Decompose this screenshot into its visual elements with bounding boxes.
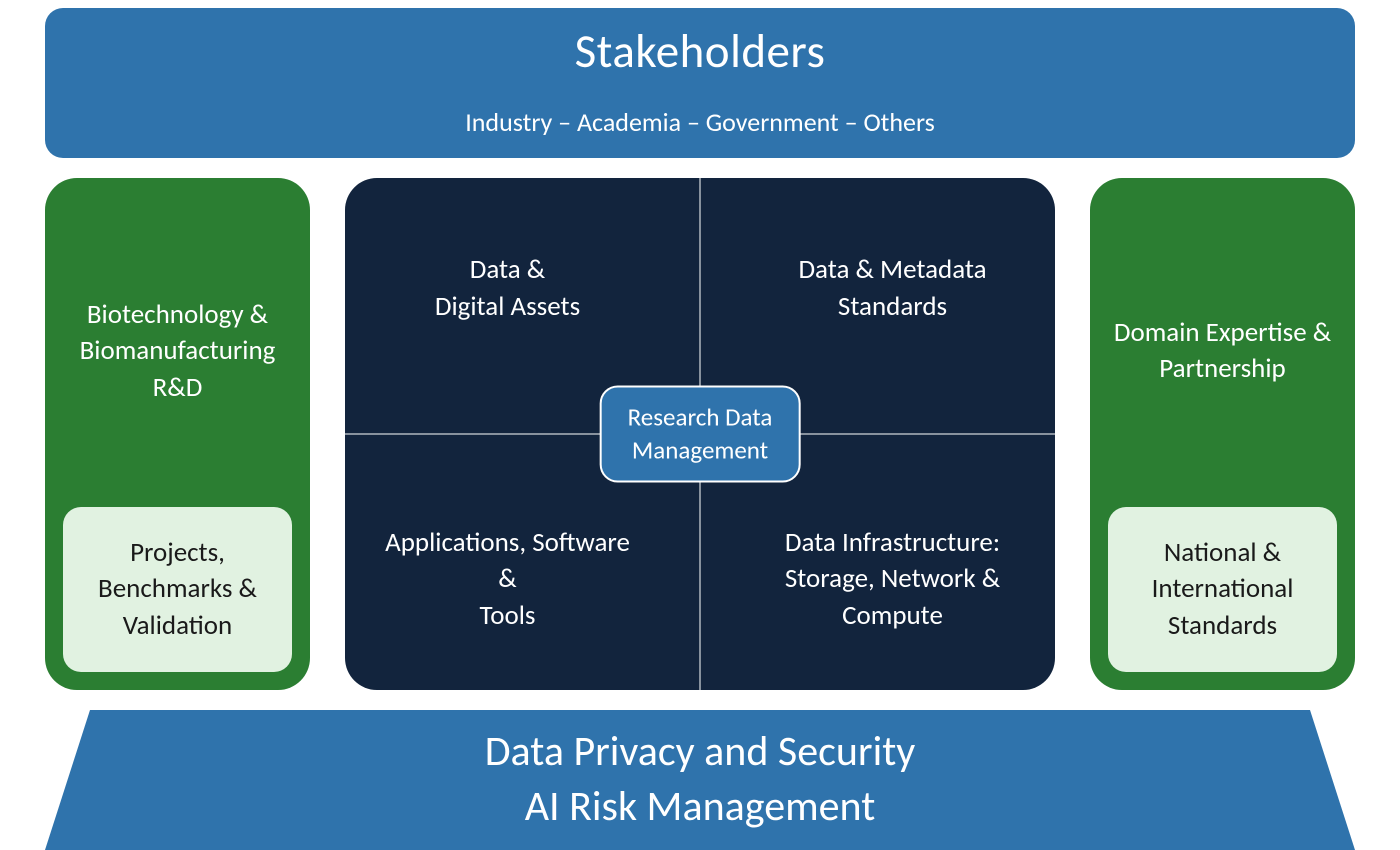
foundation-line-1: Data Privacy and Security [485, 725, 916, 780]
left-pillar-title: Biotechnology & Biomanufacturing R&D [63, 196, 292, 507]
foundation-banner: Data Privacy and Security AI Risk Manage… [45, 710, 1355, 850]
middle-section: Biotechnology & Biomanufacturing R&D Pro… [45, 178, 1355, 690]
center-grid: Data &Digital Assets Data & Metadata Sta… [345, 178, 1055, 690]
foundation-line-2: AI Risk Management [525, 780, 876, 835]
left-pillar: Biotechnology & Biomanufacturing R&D Pro… [45, 178, 310, 690]
stakeholders-banner: Stakeholders Industry – Academia – Gover… [45, 8, 1355, 158]
right-pillar-title: Domain Expertise & Partnership [1108, 196, 1337, 507]
stakeholders-title: Stakeholders [65, 22, 1335, 80]
center-badge: Research DataManagement [600, 386, 801, 483]
right-pillar-sub: National & International Standards [1108, 507, 1337, 672]
right-pillar: Domain Expertise & Partnership National … [1090, 178, 1355, 690]
diagram-root: Stakeholders Industry – Academia – Gover… [0, 0, 1400, 850]
stakeholders-subtitle: Industry – Academia – Government – Other… [65, 106, 1335, 138]
foundation-text: Data Privacy and Security AI Risk Manage… [45, 710, 1355, 850]
left-pillar-sub: Projects, Benchmarks & Validation [63, 507, 292, 672]
